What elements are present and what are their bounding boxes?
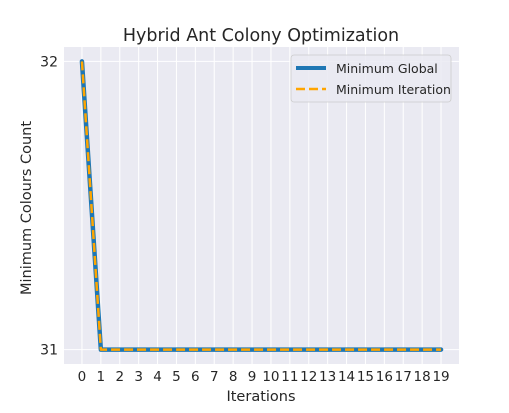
x-tick-label: 2 (115, 369, 124, 385)
y-tick-label: 32 (40, 54, 58, 70)
chart-title: Hybrid Ant Colony Optimization (123, 26, 399, 46)
y-axis-label: Minimum Colours Count (19, 121, 35, 295)
y-tick-labels: 31 32 (40, 54, 58, 358)
x-tick-label: 11 (281, 369, 298, 385)
x-tick-label: 9 (248, 369, 257, 385)
x-tick-label: 10 (262, 369, 279, 385)
legend-label-minimum-iteration: Minimum Iteration (336, 82, 451, 97)
x-tick-label: 4 (153, 369, 162, 385)
legend: Minimum Global Minimum Iteration (290, 54, 452, 103)
grid-lines (64, 47, 459, 364)
x-tick-label: 1 (97, 369, 106, 385)
x-axis-label: Iterations (226, 389, 295, 405)
legend-box (290, 54, 452, 103)
x-tick-label: 14 (338, 369, 355, 385)
x-tick-label: 3 (134, 369, 143, 385)
x-tick-label: 17 (395, 369, 412, 385)
x-tick-label: 7 (210, 369, 219, 385)
x-tick-label: 12 (300, 369, 317, 385)
series-line-minimum-iteration (80, 61, 442, 351)
x-tick-label: 6 (191, 369, 200, 385)
legend-label-minimum-global: Minimum Global (336, 61, 438, 76)
x-tick-label: 19 (432, 369, 449, 385)
series-lines (79, 59, 444, 352)
x-tick-label: 18 (414, 369, 431, 385)
x-tick-label: 13 (319, 369, 336, 385)
y-tick-label: 31 (40, 343, 58, 359)
x-tick-label: 16 (376, 369, 393, 385)
x-tick-label: 8 (229, 369, 238, 385)
x-tick-labels: 0 1 2 3 4 5 6 7 8 9 10 11 12 13 14 15 16 17 18 19 (78, 369, 450, 385)
x-tick-label: 5 (172, 369, 181, 385)
x-tick-label: 0 (78, 369, 87, 385)
x-tick-label: 15 (357, 369, 374, 385)
